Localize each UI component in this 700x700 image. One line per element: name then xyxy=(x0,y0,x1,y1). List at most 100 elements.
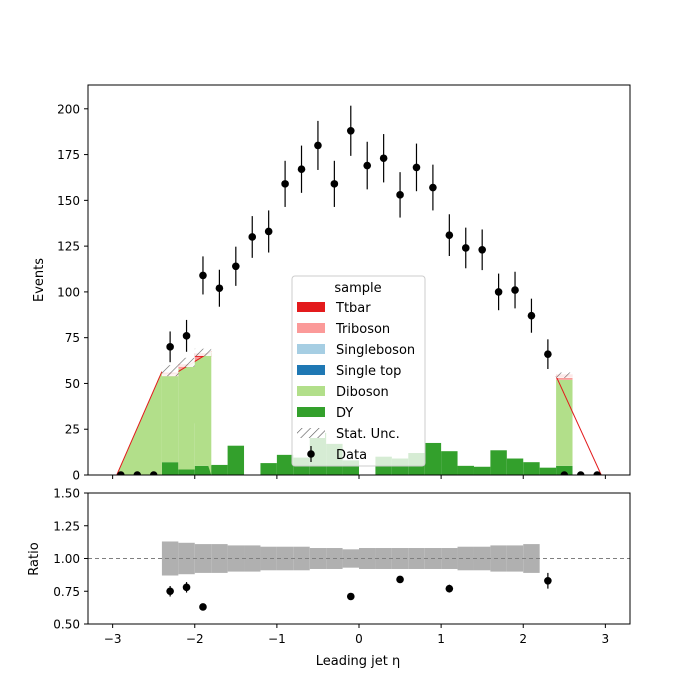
legend-label-diboson: Diboson xyxy=(336,385,389,400)
data-point xyxy=(494,288,503,296)
data-point xyxy=(412,163,421,172)
ratio-unc-band xyxy=(408,548,425,569)
legend-marker-data xyxy=(307,450,315,458)
ratio-y-tick-label: 1.00 xyxy=(53,552,80,566)
ratio-unc-band xyxy=(260,546,277,571)
ratio-unc-band xyxy=(490,545,507,572)
legend-box xyxy=(291,275,426,467)
data-point xyxy=(429,183,437,192)
ratio-x-ticks: −3 −2 −1 0 1 2 3 xyxy=(104,624,609,646)
ratio-y-axis-label: Ratio xyxy=(27,542,42,575)
ratio-panel: 0.50 0.75 1.00 1.25 1.50 −3 −2 −1 0 1 2 3 Ratio Le… xyxy=(27,487,631,669)
ratio-y-tick-label: 0.50 xyxy=(53,618,80,632)
data-point xyxy=(215,284,224,293)
diboson-ramp xyxy=(178,351,212,475)
legend-swatch-ttbar xyxy=(297,302,325,312)
legend-swatch-triboson xyxy=(297,323,325,333)
x-axis-label: Leading jet η xyxy=(316,654,401,669)
data-point xyxy=(232,262,240,271)
ttbar-ramp-edge xyxy=(555,375,602,475)
y-tick-label: 175 xyxy=(57,148,80,162)
data-point xyxy=(248,233,257,241)
y-tick-label: 150 xyxy=(57,194,80,208)
data-point xyxy=(314,141,322,150)
ratio-point xyxy=(445,584,454,593)
legend-swatch-statunc xyxy=(297,428,325,438)
stat-unc-band xyxy=(178,357,195,367)
data-point xyxy=(330,180,339,188)
data-point xyxy=(478,245,486,254)
data-point xyxy=(396,191,404,199)
data-point xyxy=(379,154,388,163)
bar-dy xyxy=(473,466,491,475)
data-point xyxy=(576,471,585,475)
bar-dy xyxy=(424,442,442,475)
y-tick-label: 100 xyxy=(57,285,80,299)
ratio-point xyxy=(166,587,174,596)
legend-label-singletop: Single top xyxy=(336,364,401,379)
main-x-ticks xyxy=(112,475,606,479)
legend-swatch-singleboson xyxy=(297,344,325,354)
data-point xyxy=(133,471,142,475)
bar-dy xyxy=(506,458,524,475)
data-point xyxy=(281,180,289,188)
data-point xyxy=(149,471,158,475)
bar-dy xyxy=(211,464,228,475)
y-tick-label: 0 xyxy=(72,469,80,483)
y-tick-label: 50 xyxy=(65,377,80,391)
ratio-point xyxy=(199,603,207,611)
ratio-plot-area xyxy=(88,541,630,611)
y-tick-label: 125 xyxy=(57,240,80,254)
legend-label-dy: DY xyxy=(336,406,353,421)
bar-dy xyxy=(227,445,245,475)
x-tick-label: 0 xyxy=(355,632,363,646)
bar-dy xyxy=(194,465,212,475)
ratio-unc-band xyxy=(441,548,458,569)
x-tick-label: 3 xyxy=(602,632,610,646)
ratio-y-tick-label: 0.75 xyxy=(53,585,80,599)
data-point xyxy=(363,161,372,170)
ratio-point xyxy=(544,576,552,585)
bar-dy xyxy=(260,463,277,475)
main-plot-area xyxy=(116,105,602,475)
y-tick-label: 25 xyxy=(65,423,80,437)
bar-dy xyxy=(490,450,507,475)
legend-swatch-singletop xyxy=(297,365,325,375)
stat-unc-band xyxy=(194,348,212,356)
data-point xyxy=(264,227,273,236)
data-point xyxy=(527,311,536,320)
data-point xyxy=(166,343,174,351)
ratio-unc-band xyxy=(161,541,179,576)
data-point xyxy=(560,471,569,475)
y-tick-label: 200 xyxy=(57,102,80,116)
data-point xyxy=(297,165,306,174)
ratio-unc-band xyxy=(391,548,409,569)
x-tick-label: 1 xyxy=(437,632,445,646)
ratio-y-ticks: 0.50 0.75 1.00 1.25 1.50 xyxy=(53,487,88,632)
data-point xyxy=(346,126,355,135)
bar-diboson xyxy=(161,376,179,463)
ttbar-ramp-edge xyxy=(116,371,163,475)
ratio-unc-band xyxy=(309,548,327,569)
bar-dy xyxy=(457,465,474,475)
bar-dy xyxy=(556,465,573,475)
data-point xyxy=(445,231,454,239)
ratio-point xyxy=(346,592,355,601)
stat-unc-band xyxy=(161,365,179,377)
legend-label-ttbar: Ttbar xyxy=(335,301,371,316)
bar-dy xyxy=(539,467,557,475)
data-point xyxy=(511,286,519,294)
x-tick-label: −1 xyxy=(268,632,286,646)
legend-label-statunc: Stat. Unc. xyxy=(336,427,400,442)
x-tick-label: −3 xyxy=(104,632,122,646)
bar-dy xyxy=(441,451,458,475)
ratio-y-tick-label: 1.50 xyxy=(53,487,80,501)
legend-label-data: Data xyxy=(336,448,367,463)
ratio-point xyxy=(182,583,191,592)
bar-dy xyxy=(161,462,179,475)
data-point xyxy=(544,350,552,358)
bar-diboson xyxy=(556,379,573,466)
x-tick-label: 2 xyxy=(519,632,527,646)
ratio-unc-band xyxy=(457,546,474,571)
y-tick-label: 75 xyxy=(65,331,80,345)
